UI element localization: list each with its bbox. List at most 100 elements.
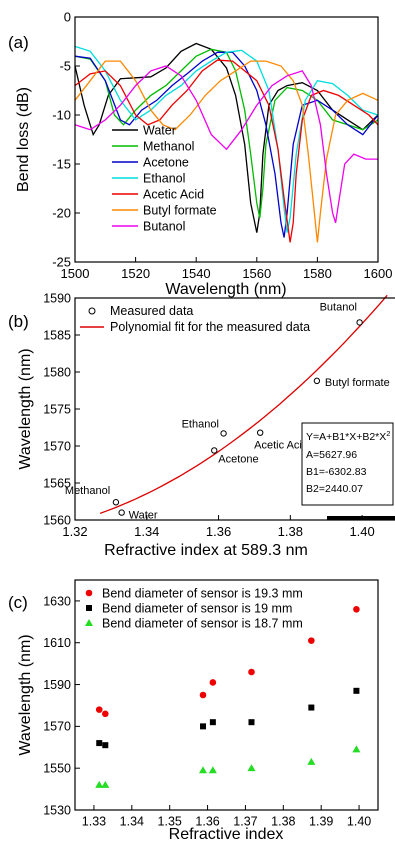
y-tick-label: 1630: [43, 594, 71, 608]
series-line-water: [74, 42, 379, 233]
legend-entry: Ethanol: [143, 172, 185, 186]
x-tick-label: 1.36: [195, 815, 219, 829]
x-tick-label: 1.33: [82, 815, 106, 829]
data-point-square: [96, 740, 103, 747]
x-tick-label: 1560: [242, 266, 271, 281]
data-point-triangle: [101, 780, 110, 788]
panel-label-c: (c): [8, 593, 28, 612]
data-point: [256, 429, 264, 436]
data-point-circle: [353, 605, 360, 613]
x-tick-label: 1.39: [309, 815, 333, 829]
legend-entry: Bend diameter of sensor is 19.3 mm: [102, 587, 303, 601]
legend-entry: Butanol: [143, 220, 185, 234]
fit-coefficient-b1: B1=-6302.83: [306, 466, 367, 478]
y-axis-label-c: Wavelength (nm): [17, 634, 34, 755]
legend-entry: Methanol: [143, 140, 194, 154]
fit-equation-box: [301, 422, 394, 506]
data-point-circle: [308, 637, 315, 644]
y-tick-label: -20: [52, 206, 71, 221]
legend-marker: [85, 589, 93, 597]
data-point-triangle: [352, 745, 361, 753]
x-tick-label: 1580: [303, 266, 332, 281]
x-tick-label: 1.38: [278, 524, 303, 539]
x-tick-label: 1540: [182, 266, 211, 281]
panel-label-b: (b): [8, 312, 29, 331]
x-tick-label: 1.37: [233, 815, 257, 829]
x-axis-label-c: Refractive index: [169, 826, 284, 843]
series-line-acetic-acid: [74, 59, 379, 243]
y-tick-label: 1590: [43, 291, 71, 305]
x-tick-label: 1.40: [349, 524, 374, 539]
x-tick-label: 1.40: [347, 815, 371, 829]
point-label: Water: [129, 510, 158, 522]
y-tick-label: 1610: [43, 636, 71, 650]
plot-frame-c: [74, 579, 379, 811]
point-label: Butanol: [320, 301, 357, 313]
x-tick-label: 1.35: [158, 815, 182, 829]
data-point-square: [102, 742, 109, 749]
data-point-circle: [248, 668, 255, 676]
data-point: [112, 499, 120, 506]
x-tick-label: 1.32: [62, 524, 87, 539]
legend-entry: Bend diameter of sensor is 18.7 mm: [102, 617, 303, 631]
x-axis-label-b: Refractive index at 589.3 nm: [104, 542, 308, 559]
data-point: [211, 447, 218, 454]
x-tick-label: 1.34: [120, 815, 144, 829]
legend-entry: Polynomial fit for the measured data: [110, 320, 310, 334]
y-tick-label: -15: [52, 157, 71, 172]
y-tick-label: 1575: [43, 402, 71, 416]
legend-marker: [86, 605, 92, 611]
data-point-circle: [209, 679, 217, 686]
y-tick-label: 1560: [43, 513, 71, 527]
data-point: [220, 430, 227, 437]
y-tick-label: 0: [64, 10, 71, 25]
y-tick-label: -25: [52, 255, 71, 270]
data-point: [356, 319, 363, 326]
data-point-square: [248, 719, 255, 726]
data-point-triangle: [95, 780, 104, 788]
y-tick-label: 1565: [43, 476, 71, 490]
x-tick-label: 1600: [364, 266, 393, 281]
data-point: [313, 377, 321, 385]
data-point-square: [200, 723, 207, 730]
series-line-butanol: [74, 65, 378, 223]
y-tick-label: 1530: [43, 803, 71, 817]
point-label: Butyl formate: [325, 377, 390, 389]
y-axis-label-b: Wavelength (nm): [17, 348, 34, 469]
legend-entry: Acetone: [143, 156, 189, 170]
data-point-circle: [199, 691, 207, 699]
point-label: Ethanol: [182, 418, 219, 430]
y-axis-label-a: Bend loss (dB): [15, 87, 32, 192]
x-tick-label: 1.38: [271, 815, 295, 829]
fit-coefficient-a: A=5627.96: [306, 449, 357, 461]
data-point-triangle: [307, 757, 316, 765]
y-tick-label: -10: [52, 108, 71, 123]
y-tick-label: 1550: [43, 762, 71, 776]
series-line-ethanol: [74, 45, 379, 233]
point-label: Acetone: [218, 453, 258, 465]
x-tick-label: 1.36: [206, 524, 231, 539]
x-tick-label: 1.34: [134, 524, 159, 539]
legend-entry: Bend diameter of sensor is 19 mm: [102, 602, 292, 616]
data-point-square: [353, 687, 360, 694]
legend-marker-measured: [88, 307, 96, 315]
point-label: Methanol: [65, 485, 110, 497]
y-tick-label: 1590: [43, 678, 71, 692]
fit-coefficient-b2: B2=2440.07: [306, 483, 363, 495]
series-line-methanol: [74, 48, 379, 219]
data-point-triangle: [247, 764, 256, 772]
data-point-triangle: [208, 766, 217, 774]
y-tick-label: 1570: [43, 439, 71, 453]
fit-curve: [99, 294, 388, 515]
data-point-triangle: [199, 766, 208, 774]
x-tick-label: 1520: [121, 266, 150, 281]
data-point-circle: [102, 710, 109, 718]
legend-marker: [85, 619, 93, 626]
data-point-circle: [95, 706, 103, 713]
x-tick-label: 1500: [61, 266, 90, 281]
y-tick-label: -5: [59, 59, 71, 74]
data-point-square: [209, 719, 216, 726]
y-tick-label: 1585: [43, 328, 71, 342]
legend-entry: Butyl formate: [143, 204, 217, 218]
legend-entry: Acetic Acid: [143, 188, 204, 202]
